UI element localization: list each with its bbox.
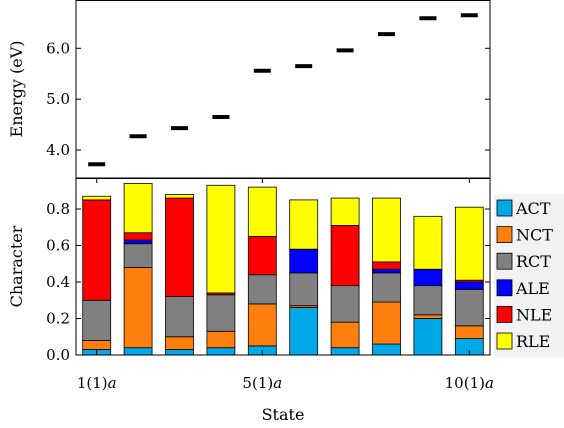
bar-segment-rct bbox=[373, 273, 401, 302]
legend-swatch-act bbox=[497, 200, 512, 216]
legend-label-rle: RLE bbox=[516, 332, 550, 351]
energy-axis-title: Energy (eV) bbox=[7, 41, 26, 138]
character-ytick-label: 0.8 bbox=[46, 200, 70, 218]
bar-segment-nct bbox=[124, 267, 152, 347]
legend-label-nle: NLE bbox=[516, 305, 552, 324]
legend-label-nct: NCT bbox=[516, 226, 553, 245]
bar-segment-rct bbox=[248, 275, 276, 304]
bar-segment-rct bbox=[166, 297, 194, 337]
bar-segment-rle bbox=[124, 183, 152, 232]
bar-segment-rle bbox=[83, 196, 111, 200]
bar-segment-rle bbox=[290, 200, 318, 249]
bar-segment-rle bbox=[414, 216, 442, 269]
bar-segment-nct bbox=[166, 337, 194, 350]
character-ytick-label: 0.4 bbox=[46, 273, 70, 291]
bar-segment-rct bbox=[455, 289, 483, 325]
bar-segment-nle bbox=[166, 198, 194, 297]
bar-segment-ale bbox=[124, 240, 152, 244]
bar-segment-nct bbox=[331, 322, 359, 348]
legend-swatch-nct bbox=[497, 227, 512, 243]
bar-segment-ale bbox=[455, 282, 483, 289]
bar-segment-act bbox=[124, 348, 152, 355]
bar-segment-nct bbox=[414, 315, 442, 319]
character-panel: 0.0 0.2 0.4 0.6 0.8 1(1)a 5(1)a 10(1)a bbox=[46, 178, 494, 392]
bar-segment-rle bbox=[373, 198, 401, 262]
bar-segment-rct bbox=[83, 300, 111, 340]
bar-segment-act bbox=[414, 319, 442, 355]
energy-panel: 4.0 5.0 6.0 bbox=[46, 1, 490, 179]
legend-swatch-nle bbox=[497, 306, 512, 322]
legend-swatch-rle bbox=[497, 333, 512, 349]
character-ytick-label: 0.0 bbox=[46, 346, 70, 364]
bar-segment-nle bbox=[124, 233, 152, 240]
bar-segment-rct bbox=[331, 286, 359, 322]
bar-segment-ale bbox=[373, 269, 401, 273]
state-axis-title: State bbox=[262, 405, 305, 424]
bar-segment-rle bbox=[207, 185, 235, 293]
character-ytick-label: 0.2 bbox=[46, 310, 70, 328]
bar-segment-nle bbox=[373, 262, 401, 269]
bar-segment-ale bbox=[414, 269, 442, 285]
bar-segment-nct bbox=[207, 331, 235, 347]
bar-segment-nle bbox=[331, 225, 359, 285]
bar-segment-rle bbox=[455, 207, 483, 280]
legend-swatch-rct bbox=[497, 253, 512, 269]
bar-segment-act bbox=[290, 308, 318, 355]
bar-segment-rle bbox=[331, 198, 359, 225]
legend-label-ale: ALE bbox=[515, 279, 550, 298]
energy-plot-frame bbox=[76, 1, 490, 179]
legend: ACT NCT RCT ALE NLE RLE bbox=[494, 194, 564, 358]
legend-label-act: ACT bbox=[515, 199, 551, 218]
bar-segment-nle bbox=[248, 236, 276, 274]
bar-segment-act bbox=[166, 350, 194, 355]
bar-segment-ale bbox=[290, 249, 318, 273]
legend-swatch-ale bbox=[497, 280, 512, 296]
legend-label-rct: RCT bbox=[516, 252, 551, 271]
character-ytick-label: 0.6 bbox=[46, 237, 70, 255]
state-xtick-label: 1(1)a bbox=[77, 374, 117, 392]
bar-segment-nct bbox=[248, 304, 276, 346]
bar-segment-rle bbox=[166, 194, 194, 198]
bar-segment-rct bbox=[207, 295, 235, 331]
bar-segment-nct bbox=[455, 326, 483, 339]
bar-segment-act bbox=[331, 348, 359, 355]
state-xtick-label: 5(1)a bbox=[242, 374, 282, 392]
character-axis-title: Character bbox=[7, 225, 26, 307]
bar-segment-rle bbox=[248, 187, 276, 236]
energy-ytick-label: 5.0 bbox=[46, 90, 70, 108]
bar-segment-nle bbox=[83, 200, 111, 300]
bar-segment-rct bbox=[414, 286, 442, 315]
state-xtick-label: 10(1)a bbox=[445, 374, 494, 392]
bar-segment-act bbox=[373, 344, 401, 355]
bar-segment-rct bbox=[290, 273, 318, 306]
bar-segment-rct bbox=[124, 244, 152, 268]
energy-ytick-label: 6.0 bbox=[46, 39, 70, 57]
bar-segment-nct bbox=[83, 340, 111, 349]
bar-segment-act bbox=[207, 348, 235, 355]
energy-ytick-label: 4.0 bbox=[46, 141, 70, 159]
bar-segment-nct bbox=[373, 302, 401, 344]
